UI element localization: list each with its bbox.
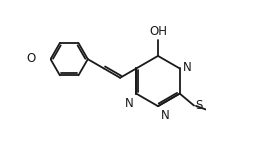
Text: N: N	[125, 96, 133, 110]
Text: N: N	[183, 61, 192, 74]
Text: O: O	[26, 52, 35, 65]
Text: OH: OH	[149, 25, 167, 38]
Text: N: N	[161, 109, 170, 122]
Text: S: S	[195, 99, 202, 112]
